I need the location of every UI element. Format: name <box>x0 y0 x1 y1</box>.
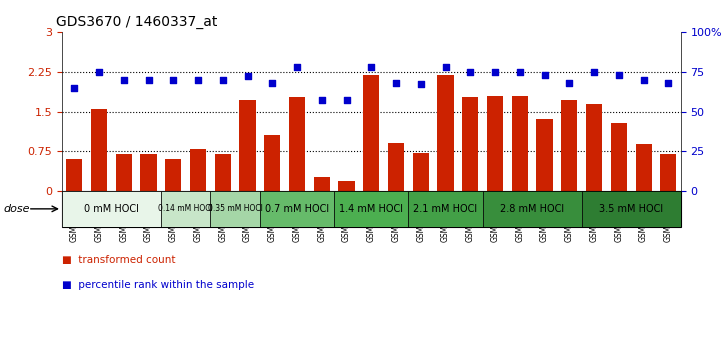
Text: 0.35 mM HOCl: 0.35 mM HOCl <box>207 204 263 213</box>
Point <box>242 74 253 79</box>
Point <box>192 77 204 82</box>
Point <box>68 85 80 91</box>
Point <box>316 97 328 103</box>
Text: 1.4 mM HOCl: 1.4 mM HOCl <box>339 204 403 214</box>
Bar <box>582 191 681 227</box>
Text: ■  transformed count: ■ transformed count <box>62 255 175 265</box>
Bar <box>438 75 454 191</box>
Bar <box>611 123 627 191</box>
Point <box>489 69 501 75</box>
Text: GDS3670 / 1460337_at: GDS3670 / 1460337_at <box>56 16 217 29</box>
Point <box>415 81 427 87</box>
Bar <box>190 149 206 191</box>
Point <box>514 69 526 75</box>
Bar <box>388 143 404 191</box>
Bar <box>636 144 652 191</box>
Point <box>291 64 303 70</box>
Bar <box>289 97 305 191</box>
Bar <box>537 120 553 191</box>
Bar <box>462 97 478 191</box>
Bar <box>487 96 503 191</box>
Text: 2.1 mM HOCl: 2.1 mM HOCl <box>414 204 478 214</box>
Point <box>118 77 130 82</box>
Point <box>613 72 625 78</box>
Point <box>662 80 674 86</box>
Text: 0.7 mM HOCl: 0.7 mM HOCl <box>265 204 329 214</box>
Point <box>341 97 352 103</box>
Text: 0.14 mM HOCl: 0.14 mM HOCl <box>158 204 213 213</box>
Bar <box>66 159 82 191</box>
Text: ■  percentile rank within the sample: ■ percentile rank within the sample <box>62 280 254 290</box>
Point <box>588 69 600 75</box>
Bar <box>215 154 231 191</box>
Point <box>93 69 105 75</box>
Text: 0 mM HOCl: 0 mM HOCl <box>84 204 139 214</box>
Point <box>464 69 476 75</box>
Bar <box>334 191 408 227</box>
Bar <box>260 191 334 227</box>
Point <box>143 77 154 82</box>
Point <box>563 80 575 86</box>
Bar <box>512 96 528 191</box>
Point <box>266 80 278 86</box>
Bar <box>116 154 132 191</box>
Bar <box>660 154 676 191</box>
Bar <box>586 104 602 191</box>
Point <box>390 80 402 86</box>
Bar <box>240 100 256 191</box>
Bar <box>413 153 429 191</box>
Bar <box>165 159 181 191</box>
Point <box>217 77 229 82</box>
Text: 2.8 mM HOCl: 2.8 mM HOCl <box>500 204 564 214</box>
Bar <box>363 75 379 191</box>
Bar <box>264 135 280 191</box>
Point <box>167 77 179 82</box>
Bar <box>483 191 582 227</box>
Bar <box>91 109 107 191</box>
Bar <box>62 191 161 227</box>
Text: dose: dose <box>4 204 30 214</box>
Bar <box>141 154 157 191</box>
Text: 3.5 mM HOCl: 3.5 mM HOCl <box>599 204 663 214</box>
Bar <box>339 181 355 191</box>
Bar <box>408 191 483 227</box>
Point <box>365 64 377 70</box>
Point <box>539 72 550 78</box>
Bar <box>314 177 330 191</box>
Point <box>440 64 451 70</box>
Bar <box>561 100 577 191</box>
Bar <box>161 191 210 227</box>
Point <box>638 77 649 82</box>
Bar <box>210 191 260 227</box>
